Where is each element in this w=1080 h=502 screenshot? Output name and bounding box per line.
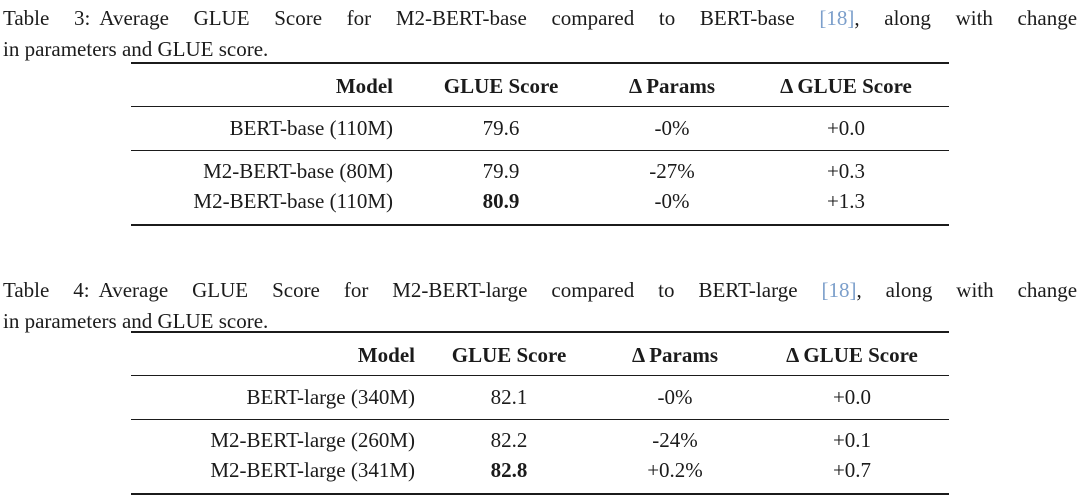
glue-score-value: 80.9 bbox=[482, 189, 520, 213]
table4-caption-text-post: , along with change bbox=[856, 278, 1078, 302]
table4-caption-line1: Table 4: Average GLUE Score for M2-BERT-l… bbox=[3, 275, 1077, 306]
table3-caption-text-pre: Average GLUE Score for M2-BERT-base comp… bbox=[99, 6, 795, 30]
table-header-row: Model GLUE Score Δ Params Δ GLUE Score bbox=[131, 332, 949, 376]
citation-18-link[interactable]: [18] bbox=[819, 6, 855, 30]
glue-score-value: 82.2 bbox=[490, 428, 528, 452]
delta-params-value: -24% bbox=[652, 428, 698, 452]
column-header-glue-score: GLUE Score bbox=[401, 63, 601, 107]
model-name: M2-BERT-base (110M) bbox=[193, 189, 393, 213]
glue-score-value: 79.9 bbox=[482, 159, 520, 183]
delta-glue-value: +0.0 bbox=[755, 375, 949, 420]
glue-table-bert-large: Model GLUE Score Δ Params Δ GLUE Score B… bbox=[131, 331, 949, 495]
table4-caption-label: Table 4: bbox=[3, 278, 90, 302]
table3-caption-text-post: , along with change bbox=[854, 6, 1078, 30]
column-header-delta-glue-score: Δ GLUE Score bbox=[743, 63, 949, 107]
column-header-model: Model bbox=[131, 332, 423, 376]
delta-params-value: -27% bbox=[649, 159, 695, 183]
delta-params-value: -0% bbox=[595, 375, 755, 420]
glue-score-value: 82.1 bbox=[423, 375, 595, 420]
table-row: M2-BERT-large (260M) 82.2 -24% +0.1 bbox=[131, 420, 949, 456]
model-name: M2-BERT-large (341M) bbox=[210, 458, 415, 482]
column-header-glue-score: GLUE Score bbox=[423, 332, 595, 376]
delta-glue-value: +1.3 bbox=[826, 189, 866, 213]
table-header-row: Model GLUE Score Δ Params Δ GLUE Score bbox=[131, 63, 949, 107]
table-row: M2-BERT-large (341M) 82.8 +0.2% +0.7 bbox=[131, 455, 949, 494]
delta-glue-value: +0.1 bbox=[832, 428, 872, 452]
model-name: M2-BERT-large (260M) bbox=[210, 428, 415, 452]
table3-caption-label: Table 3: bbox=[3, 6, 91, 30]
table4-caption: Table 4: Average GLUE Score for M2-BERT-l… bbox=[3, 275, 1077, 337]
table4-caption-text-pre: Average GLUE Score for M2-BERT-large com… bbox=[98, 278, 798, 302]
column-header-delta-params: Δ Params bbox=[595, 332, 755, 376]
model-name: M2-BERT-base (80M) bbox=[203, 159, 393, 183]
table-row: BERT-large (340M) 82.1 -0% +0.0 bbox=[131, 375, 949, 420]
delta-params-value: -0% bbox=[654, 189, 690, 213]
delta-params-value: -0% bbox=[601, 106, 743, 151]
model-name: BERT-large (340M) bbox=[131, 375, 423, 420]
table-row: M2-BERT-base (80M) 79.9 -27% +0.3 bbox=[131, 151, 949, 187]
column-header-model: Model bbox=[131, 63, 401, 107]
column-header-delta-params: Δ Params bbox=[601, 63, 743, 107]
glue-table-bert-base: Model GLUE Score Δ Params Δ GLUE Score B… bbox=[131, 62, 949, 226]
table4-caption-line2: in parameters and GLUE score. bbox=[3, 309, 269, 333]
model-name: BERT-base (110M) bbox=[131, 106, 401, 151]
delta-glue-value: +0.0 bbox=[743, 106, 949, 151]
table3-caption-line2: in parameters and GLUE score. bbox=[3, 37, 269, 61]
table-row: BERT-base (110M) 79.6 -0% +0.0 bbox=[131, 106, 949, 151]
delta-glue-value: +0.7 bbox=[832, 458, 872, 482]
delta-params-value: +0.2% bbox=[647, 458, 703, 482]
delta-glue-value: +0.3 bbox=[826, 159, 866, 183]
column-header-delta-glue-score: Δ GLUE Score bbox=[755, 332, 949, 376]
table3-caption: Table 3: Average GLUE Score for M2-BERT-b… bbox=[3, 3, 1077, 65]
table3-caption-line1: Table 3: Average GLUE Score for M2-BERT-b… bbox=[3, 3, 1077, 34]
citation-18-link[interactable]: [18] bbox=[821, 278, 857, 302]
glue-score-value: 82.8 bbox=[490, 458, 528, 482]
glue-score-value: 79.6 bbox=[401, 106, 601, 151]
table-row: M2-BERT-base (110M) 80.9 -0% +1.3 bbox=[131, 186, 949, 225]
